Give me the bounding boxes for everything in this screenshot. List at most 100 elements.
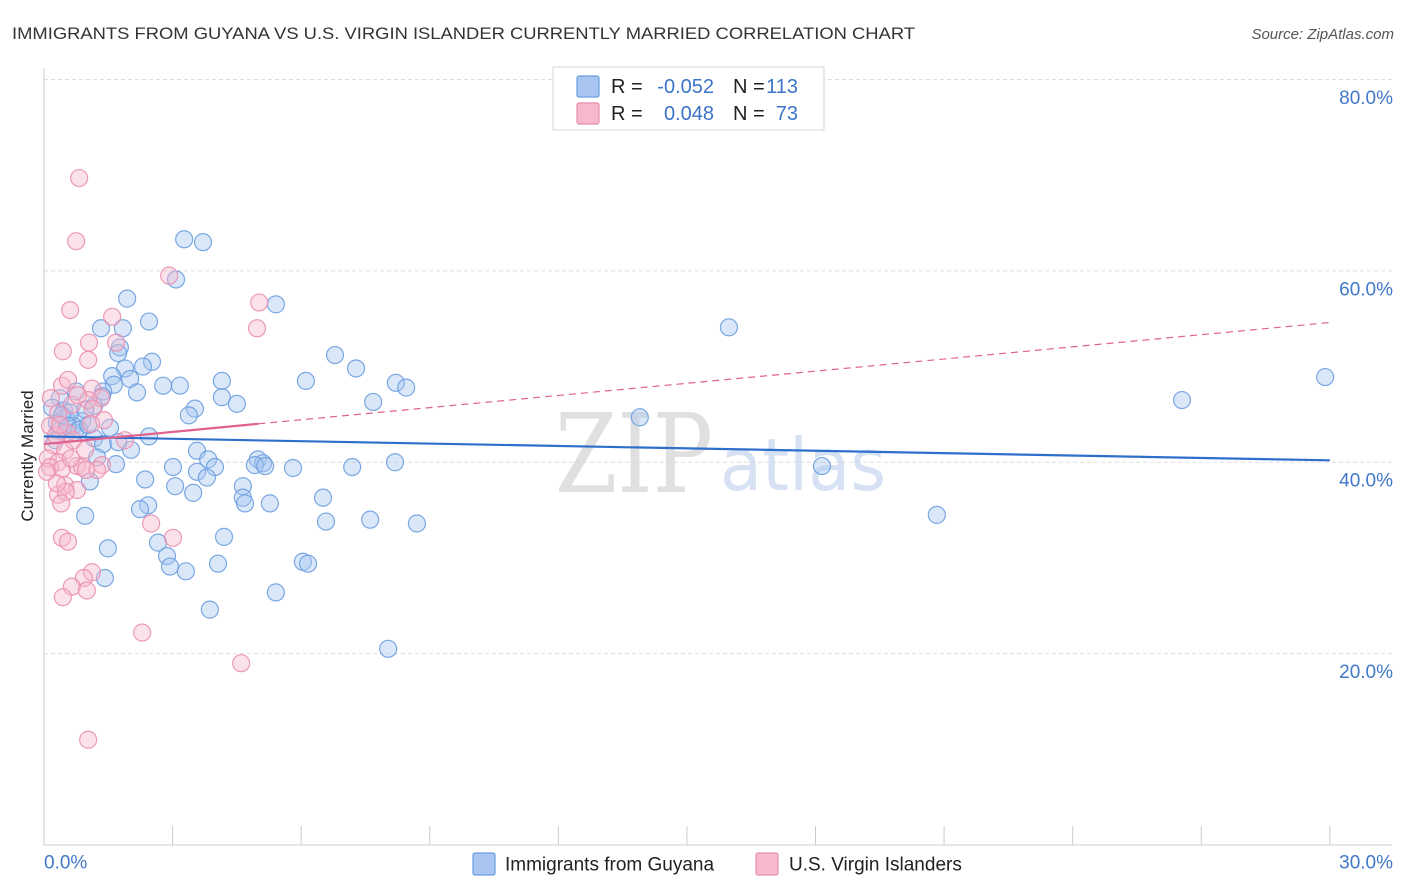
guyana-point [142, 352, 162, 371]
watermark-atlas: atlas [720, 423, 886, 507]
virgin-islanders-point [79, 390, 98, 410]
virgin-islanders-point [79, 350, 98, 369]
virgin-islanders-point [83, 399, 102, 418]
virgin-islanders-point [79, 730, 98, 749]
guyana-point [227, 394, 246, 413]
x-tick-label: 30.0% [1339, 853, 1393, 874]
virgin-islanders-point [50, 415, 69, 435]
guyana-point [98, 539, 117, 558]
guyana-point [630, 408, 649, 427]
virgin-islanders-point [47, 474, 66, 493]
virgin-islanders-point [106, 333, 126, 352]
stats-r-label-guyana: R = [611, 76, 643, 98]
x-tick-label: 0.0% [44, 853, 87, 874]
guyana-point [91, 319, 111, 338]
guyana-point [296, 371, 315, 391]
guyana-point [379, 639, 398, 658]
virgin-islanders-point [70, 168, 89, 188]
virgin-islanders-point [133, 623, 152, 642]
guyana-point [199, 450, 218, 469]
virgin-islanders-point [62, 395, 81, 414]
virgin-islanders-point [115, 431, 135, 450]
guyana-point [175, 230, 194, 249]
guyana-point [386, 373, 405, 392]
virgin-islanders-point [68, 386, 87, 405]
guyana-point [104, 375, 123, 394]
virgin-islanders-point [79, 333, 99, 352]
watermark: ZIP atlas [555, 390, 886, 518]
guyana-point [298, 554, 318, 573]
virgin-islanders-point [142, 514, 161, 533]
guyana-point [193, 233, 213, 252]
trend-lines [43, 321, 1330, 462]
guyana-point [1172, 390, 1192, 410]
guyana-point [1316, 367, 1335, 387]
virgin-islanders-point [67, 480, 87, 500]
guyana-point [160, 557, 180, 576]
guyana-point [208, 554, 228, 573]
trend-line-guyana [43, 435, 1330, 462]
virgin-islanders-point [58, 532, 78, 551]
guyana-point [212, 371, 231, 391]
y-axis-tick-labels: 80.0% 60.0% 40.0% 20.0% [1339, 88, 1393, 683]
stats-n-label-virgin-islanders: N = [733, 103, 765, 125]
stats-r-value-guyana: -0.052 [657, 76, 714, 98]
stats-n-value-guyana: 113 [766, 76, 798, 98]
legend-swatch-virgin-islanders [755, 852, 779, 876]
legend-label-guyana: Immigrants from Guyana [505, 855, 714, 876]
guyana-point [163, 457, 183, 477]
stats-legend: R = -0.052 N = 113 R = 0.048 N = 73 [552, 66, 825, 131]
guyana-point [260, 494, 279, 513]
virgin-islanders-point [53, 588, 72, 607]
stats-r-value-virgin-islanders: 0.048 [664, 103, 714, 125]
virgin-islanders-point [250, 293, 269, 312]
virgin-islanders-point [76, 460, 96, 479]
guyana-point [397, 378, 416, 397]
guyana-point [316, 512, 336, 531]
guyana-point [70, 420, 89, 439]
guyana-point [364, 392, 383, 412]
guyana-point [266, 295, 285, 314]
guyana-point [927, 505, 946, 524]
trend-line-virgin-islanders [43, 422, 259, 446]
guyana-point [176, 562, 195, 581]
guyana-point [184, 483, 203, 502]
virgin-islanders-point [41, 389, 60, 408]
guyana-point [212, 388, 231, 407]
guyana-point [139, 312, 159, 331]
guyana-point [719, 318, 739, 337]
guyana-point [80, 472, 99, 491]
guyana-point [133, 357, 153, 376]
guyana-point [812, 456, 832, 476]
stats-legend-swatch-virgin-islanders [576, 102, 600, 125]
virgin-islanders-point [40, 416, 60, 435]
guyana-point [157, 546, 177, 566]
virgin-islanders-point [163, 528, 183, 547]
series-legend: Immigrants from Guyana U.S. Virgin Islan… [472, 852, 962, 876]
guyana-point [118, 289, 137, 308]
guyana-point [361, 510, 380, 529]
guyana-point [76, 506, 95, 525]
legend-swatch-guyana [472, 852, 496, 876]
guyana-point [166, 477, 185, 496]
guyana-point [235, 494, 255, 513]
y-tick-label: 60.0% [1339, 279, 1393, 300]
virgin-islanders-point [76, 440, 95, 459]
virgin-islanders-point [52, 494, 71, 513]
y-axis-label: Currently Married [18, 390, 37, 521]
virgin-islanders-point [247, 319, 267, 338]
y-tick-label: 40.0% [1339, 471, 1393, 492]
guyana-point [106, 455, 126, 474]
source-label: Source: ZipAtlas.com [1251, 26, 1394, 43]
virgin-islanders-point [232, 654, 251, 673]
watermark-zip: ZIP [555, 390, 713, 518]
virgin-islanders-point [160, 266, 179, 285]
virgin-islanders-point [82, 414, 101, 434]
guyana-point [346, 359, 366, 378]
guyana-point [179, 406, 198, 425]
x-axis-tick-marks [43, 826, 1331, 845]
virgin-islanders-point [103, 307, 122, 326]
virgin-islanders-point [61, 449, 81, 468]
